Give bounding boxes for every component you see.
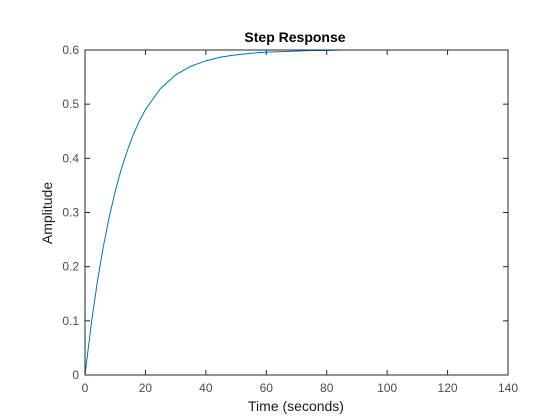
y-tick-label: 0.5 bbox=[62, 97, 79, 111]
chart-title: Step Response bbox=[244, 29, 345, 45]
y-tick-label: 0 bbox=[72, 368, 79, 382]
tick-labels: 0 20 40 60 80 100 120 140 0 0.1 0.2 0.3 0.4 0.5 0.6 bbox=[62, 43, 518, 395]
plot-area bbox=[85, 50, 508, 375]
x-tick-label: 100 bbox=[377, 381, 397, 395]
y-tick-label: 0.2 bbox=[62, 260, 79, 274]
y-tick-label: 0.3 bbox=[62, 206, 79, 220]
x-axis-label: Time (seconds) bbox=[248, 398, 344, 414]
y-tick-label: 0.1 bbox=[62, 314, 79, 328]
y-tick-label: 0.6 bbox=[62, 43, 79, 57]
plot-box bbox=[84, 49, 509, 376]
y-axis-label: Amplitude bbox=[39, 182, 55, 244]
y-tick-label: 0.4 bbox=[62, 151, 79, 165]
x-tick-label: 80 bbox=[320, 381, 334, 395]
x-tick-label: 140 bbox=[498, 381, 518, 395]
x-tick-label: 40 bbox=[199, 381, 213, 395]
x-tick-label: 120 bbox=[438, 381, 458, 395]
x-tick-label: 20 bbox=[139, 381, 153, 395]
x-tick-label: 0 bbox=[82, 381, 89, 395]
x-tick-label: 60 bbox=[260, 381, 274, 395]
